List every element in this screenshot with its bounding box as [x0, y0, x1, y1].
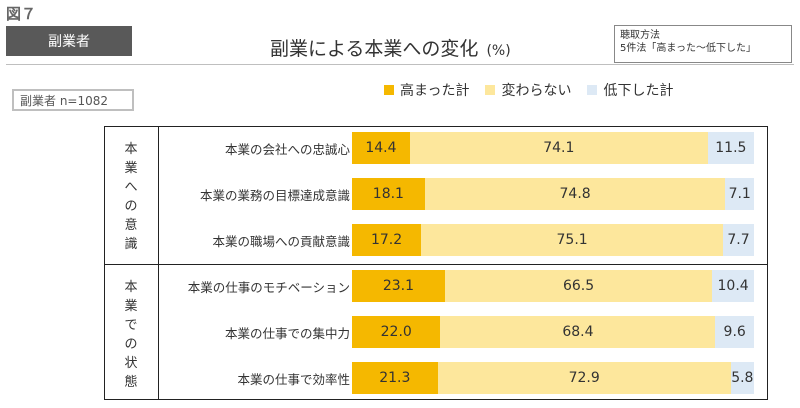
data-label: 17.2 — [370, 232, 403, 248]
bar-segment-high: 17.2 — [352, 224, 422, 256]
data-label: 74.1 — [543, 140, 575, 156]
figure-label: 図７ — [6, 5, 37, 23]
bar-segment-low: 10.4 — [712, 270, 754, 302]
bar-segment-high: 18.1 — [352, 178, 425, 210]
data-label: 14.4 — [365, 140, 397, 156]
legend-label-same: 変わらない — [501, 83, 572, 99]
data-label: 66.5 — [562, 278, 595, 294]
data-label: 68.4 — [562, 324, 594, 340]
data-label: 74.8 — [559, 186, 591, 202]
method-box: 聴取方法 5件法「高まった～低下した」 — [614, 25, 792, 63]
bar-segment-low: 5.8 — [730, 362, 754, 394]
bar-segment-low: 9.6 — [715, 316, 754, 348]
chart-frame — [104, 126, 768, 400]
chart-title-text: 副業による本業への変化 — [270, 38, 479, 60]
data-label: 7.1 — [728, 186, 751, 202]
legend-label-low: 低下した計 — [603, 83, 674, 99]
bar-segment-same: 75.1 — [421, 224, 724, 256]
data-label: 72.9 — [568, 370, 600, 386]
bar-segment-same: 74.1 — [409, 132, 708, 164]
legend-item-high: 高まった計 — [384, 80, 469, 100]
group-label-char: 本 — [124, 280, 138, 295]
chart-title: 副業による本業への変化 (%) — [270, 34, 511, 61]
stacked-bar: 22.0 68.4 9.6 — [352, 316, 754, 348]
stacked-bar: 14.4 74.1 11.5 — [352, 132, 754, 164]
group-label-char: 態 — [124, 375, 138, 390]
data-label: 7.7 — [727, 232, 750, 248]
bar-segment-high: 22.0 — [352, 316, 441, 348]
bar-segment-same: 66.5 — [444, 270, 713, 302]
stacked-bar: 23.1 66.5 10.4 — [352, 270, 754, 302]
group-divider-vertical — [158, 126, 159, 400]
legend: 高まった計 変わらない 低下した計 — [384, 80, 689, 100]
legend-item-same: 変わらない — [485, 80, 571, 100]
sample-size: 副業者 n=1082 — [12, 89, 134, 111]
group-divider-horizontal — [104, 264, 768, 265]
group-label-char: へ — [124, 180, 138, 195]
header-divider — [6, 64, 794, 65]
category-label: 本業の業務の目標達成意識 — [199, 188, 350, 203]
group-label-char: 本 — [124, 142, 138, 157]
group-label-char: 識 — [124, 237, 138, 252]
bar-segment-high: 14.4 — [352, 132, 410, 164]
group-label-char: 業 — [124, 299, 138, 314]
data-label: 9.6 — [723, 324, 746, 340]
data-label: 18.1 — [372, 186, 404, 202]
data-label: 21.3 — [379, 370, 411, 386]
data-label: 23.1 — [382, 278, 415, 294]
data-label: 22.0 — [380, 324, 412, 340]
respondent-tag: 副業者 — [6, 26, 132, 56]
category-label: 本業の仕事のモチベーション — [187, 280, 350, 295]
stacked-bar: 17.2 75.1 7.7 — [352, 224, 754, 256]
stacked-bar: 18.1 74.8 7.1 — [352, 178, 754, 210]
data-label: 10.4 — [717, 278, 749, 294]
category-label: 本業の職場への貢献意識 — [212, 234, 350, 249]
bar-segment-same: 74.8 — [424, 178, 726, 210]
group-label-char: の — [124, 337, 138, 352]
bar-segment-high: 21.3 — [352, 362, 438, 394]
legend-swatch-high — [384, 85, 394, 95]
legend-label-high: 高まった計 — [400, 83, 470, 99]
legend-swatch-low — [587, 85, 598, 95]
bar-segment-low: 7.7 — [723, 224, 754, 256]
data-label: 11.5 — [715, 140, 747, 156]
method-detail: 5件法「高まった～低下した」 — [620, 43, 756, 54]
bar-segment-low: 7.1 — [725, 178, 754, 210]
group-label: 本業での状態 — [104, 278, 158, 392]
category-label: 本業の仕事で効率性 — [237, 372, 350, 387]
legend-swatch-same — [485, 85, 496, 95]
bar-segment-low: 11.5 — [707, 132, 754, 164]
data-label: 5.8 — [731, 370, 754, 386]
bar-segment-same: 68.4 — [440, 316, 716, 348]
category-label: 本業の仕事での集中力 — [224, 326, 350, 341]
group-label-char: の — [124, 199, 138, 214]
category-label: 本業の会社への忠誠心 — [224, 142, 350, 157]
legend-item-low: 低下した計 — [587, 80, 673, 100]
group-label-char: 業 — [124, 161, 138, 176]
chart-unit: (%) — [486, 43, 511, 59]
group-label: 本業への意識 — [104, 140, 158, 254]
bar-segment-same: 72.9 — [437, 362, 731, 394]
stacked-bar: 21.3 72.9 5.8 — [352, 362, 754, 394]
group-label-char: 状 — [124, 356, 138, 371]
group-label-char: 意 — [124, 218, 138, 233]
data-label: 75.1 — [556, 232, 588, 248]
group-label-char: で — [124, 318, 138, 333]
bar-segment-high: 23.1 — [352, 270, 445, 302]
method-title: 聴取方法 — [620, 30, 660, 41]
